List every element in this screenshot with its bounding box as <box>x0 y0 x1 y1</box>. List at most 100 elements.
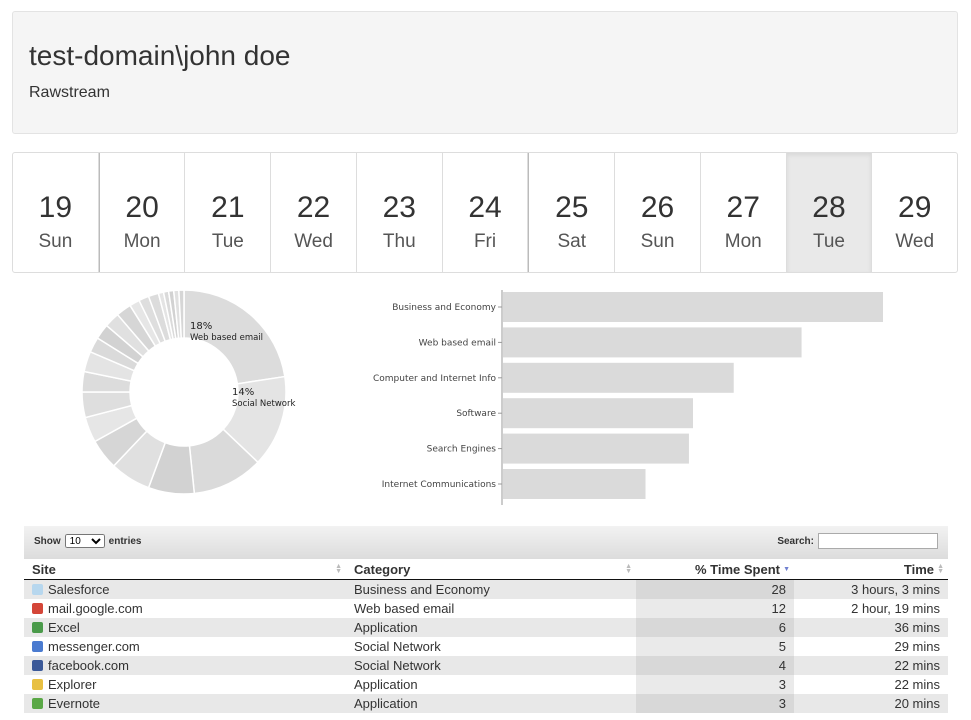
user-subtitle: Rawstream <box>29 84 110 101</box>
user-title: test-domain\john doe <box>29 40 291 71</box>
day-22[interactable]: 22 Wed <box>271 153 357 272</box>
time-cell: 22 mins <box>794 656 948 675</box>
day-21[interactable]: 21 Tue <box>185 153 272 272</box>
day-name: Sun <box>38 231 73 252</box>
day-number: 24 <box>468 191 502 224</box>
time-spent-cell: 3 <box>636 694 794 713</box>
time-spent-cell: 28 <box>636 579 794 599</box>
bar-category-label: Web based email <box>419 338 496 348</box>
donut-slice[interactable] <box>178 289 185 339</box>
column-header-category[interactable]: Category ▲ ▼ <box>346 559 636 580</box>
day-29[interactable]: 29 Wed <box>872 153 957 272</box>
day-27[interactable]: 27 Mon <box>701 153 787 272</box>
profile-header: test-domain\john doe Rawstream <box>12 11 958 134</box>
category-bar[interactable] <box>503 327 802 358</box>
time-cell: 29 mins <box>794 637 948 656</box>
category-bar-chart: Business and Economy Web based email Compu… <box>373 290 883 505</box>
bar-category-label: Search Engines <box>427 445 497 455</box>
day-24[interactable]: 24 Fri <box>443 153 529 272</box>
site-table: Site ▲ ▼ Category ▲ ▼ % Time Spent ▼ Time ▲ ▼ S… <box>24 559 948 713</box>
category-cell: Application <box>346 694 636 713</box>
slice-percent-label: 18% <box>190 321 212 332</box>
column-header-time[interactable]: Time ▲ ▼ <box>794 559 948 580</box>
site-name: facebook.com <box>48 658 129 673</box>
page-size-select[interactable]: 10 <box>64 534 105 548</box>
bar-category-label: Software <box>456 409 496 419</box>
category-bar[interactable] <box>503 292 883 322</box>
category-bar[interactable] <box>503 469 646 499</box>
day-name: Wed <box>294 231 333 252</box>
bar-category-label: Computer and Internet Info <box>373 374 497 384</box>
column-header-label: Site <box>32 561 56 577</box>
category-cell: Social Network <box>346 637 636 656</box>
category-bar[interactable] <box>503 433 689 464</box>
show-label: Show <box>34 535 61 547</box>
day-28[interactable]: 28 Tue <box>786 153 873 272</box>
time-spent-cell: 3 <box>636 675 794 694</box>
day-20[interactable]: 20 Mon <box>98 153 186 272</box>
category-cell: Application <box>346 618 636 637</box>
column-header-label: Category <box>354 561 411 577</box>
time-spent-cell: 4 <box>636 656 794 675</box>
time-cell: 2 hour, 19 mins <box>794 599 948 618</box>
column-header-time-spent[interactable]: % Time Spent ▼ <box>636 559 794 580</box>
time-spent-cell: 6 <box>636 618 794 637</box>
table-row[interactable]: Explorer Application 3 22 mins <box>24 675 948 694</box>
cloud-icon <box>32 584 43 595</box>
entries-label: entries <box>108 535 142 547</box>
bar-category-label: Business and Economy <box>392 303 496 313</box>
time-spent-cell: 12 <box>636 599 794 618</box>
slice-percent-label: 14% <box>232 387 254 398</box>
sort-desc-icon: ▼ <box>783 566 790 573</box>
site-name: Salesforce <box>48 582 110 597</box>
table-row[interactable]: messenger.com Social Network 5 29 mins <box>24 637 948 656</box>
sort-icon: ▲ ▼ <box>625 563 632 575</box>
table-row[interactable]: facebook.com Social Network 4 22 mins <box>24 656 948 675</box>
day-23[interactable]: 23 Thu <box>357 153 443 272</box>
day-selector: 19 Sun 20 Mon 21 Tue 22 Wed 23 Thu 24 Fri 25 Sa… <box>12 152 958 273</box>
site-name: mail.google.com <box>48 601 143 616</box>
category-cell: Social Network <box>346 656 636 675</box>
category-cell: Application <box>346 675 636 694</box>
site-cell: mail.google.com <box>24 599 346 618</box>
site-name: Evernote <box>48 696 101 711</box>
day-name: Mon <box>724 231 762 252</box>
day-26[interactable]: 26 Sun <box>615 153 701 272</box>
time-cell: 3 hours, 3 mins <box>794 579 948 599</box>
sort-icon: ▲ ▼ <box>335 563 342 575</box>
site-cell: Evernote <box>24 694 346 713</box>
page-size-control: Show 10 entries <box>34 534 141 548</box>
table-row[interactable]: Evernote Application 3 20 mins <box>24 694 948 713</box>
time-cell: 20 mins <box>794 694 948 713</box>
day-number: 25 <box>555 191 589 224</box>
excel-icon <box>32 622 43 633</box>
gmail-icon <box>32 603 43 614</box>
day-number: 20 <box>125 191 159 224</box>
table-toolbar: Show 10 entries Search: <box>24 526 948 559</box>
category-bar[interactable] <box>503 398 693 429</box>
column-header-site[interactable]: Site ▲ ▼ <box>24 559 346 580</box>
day-19[interactable]: 19 Sun <box>13 153 99 272</box>
donut-slice[interactable] <box>183 289 286 385</box>
day-number: 27 <box>726 191 760 224</box>
day-name: Wed <box>895 231 935 252</box>
site-name: Excel <box>48 620 80 635</box>
slice-category-label: Web based email <box>190 333 263 343</box>
day-name: Tue <box>211 231 244 252</box>
table-row[interactable]: Salesforce Business and Economy 28 3 hours,… <box>24 579 948 599</box>
time-spent-cell: 5 <box>636 637 794 656</box>
search-control: Search: <box>777 533 938 549</box>
site-cell: facebook.com <box>24 656 346 675</box>
column-header-label: Time <box>903 561 934 577</box>
table-row[interactable]: Excel Application 6 36 mins <box>24 618 948 637</box>
search-input[interactable] <box>818 533 938 549</box>
day-25[interactable]: 25 Sat <box>528 153 616 272</box>
day-name: Fri <box>473 231 497 252</box>
time-cell: 22 mins <box>794 675 948 694</box>
site-cell: messenger.com <box>24 637 346 656</box>
day-number: 29 <box>898 191 932 224</box>
day-number: 22 <box>296 191 331 224</box>
table-row[interactable]: mail.google.com Web based email 12 2 hour, … <box>24 599 948 618</box>
category-bar[interactable] <box>503 362 734 393</box>
day-name: Sun <box>640 231 675 252</box>
